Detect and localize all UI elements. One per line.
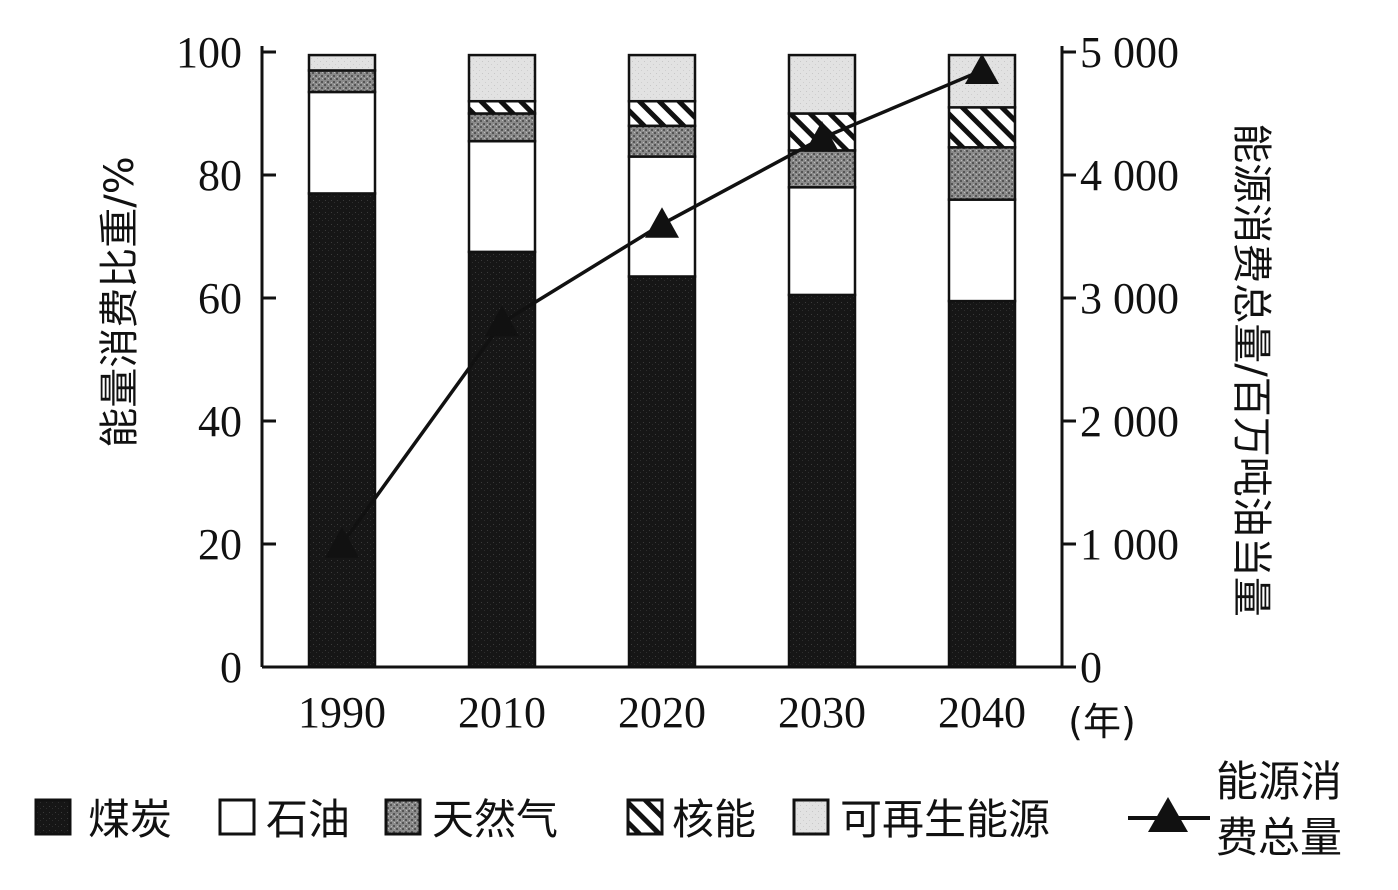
bar-segment-2040-3 bbox=[947, 106, 1017, 149]
bar-segment-2020-3 bbox=[627, 99, 697, 128]
bar-segment-2040-1 bbox=[947, 198, 1017, 303]
y-tick-label-80: 80 bbox=[198, 151, 242, 200]
x-tick-label-1990: 1990 bbox=[298, 688, 386, 737]
bar-segment-1990-2 bbox=[307, 69, 377, 94]
y2-tick-label-2: 2 000 bbox=[1080, 397, 1179, 446]
bar-segment-2010-2 bbox=[467, 112, 537, 143]
bar-segment-2010-1 bbox=[467, 139, 537, 254]
legend: 煤炭 石油 天然气 核能 可再生能源 能源消费总量 bbox=[34, 757, 1342, 862]
y2-axis-label: 能源消费总量/百万吨油当量 bbox=[1228, 123, 1274, 616]
legend-line-label-2: 费总量 bbox=[1216, 813, 1342, 862]
bar-segment-2030-1 bbox=[787, 186, 857, 297]
y-tick-label-20: 20 bbox=[198, 520, 242, 569]
bar-segment-1990-4 bbox=[307, 53, 377, 72]
x-tick-label-2030: 2030 bbox=[778, 688, 866, 737]
line-marker-2040 bbox=[965, 53, 999, 85]
bar-group-2030 bbox=[787, 53, 857, 669]
x-axis-unit: (年) bbox=[1068, 700, 1136, 744]
bar-group-2020 bbox=[627, 53, 697, 669]
y2-tick-label-4: 4 000 bbox=[1080, 151, 1179, 200]
x-tick-label-2010: 2010 bbox=[458, 688, 546, 737]
line-marker-1990 bbox=[325, 527, 359, 558]
legend-label-1: 石油 bbox=[266, 795, 350, 844]
bar-segment-2030-2 bbox=[787, 149, 857, 189]
bar-segment-2020-2 bbox=[627, 124, 697, 158]
legend-swatch-4 bbox=[792, 798, 830, 836]
legend-label-0: 煤炭 bbox=[88, 795, 172, 844]
line-marker-2020 bbox=[645, 207, 679, 238]
legend-swatch-0 bbox=[34, 798, 72, 836]
legend-label-2: 天然气 bbox=[432, 795, 558, 844]
line-marker-2010 bbox=[485, 305, 519, 337]
legend-label-3: 核能 bbox=[672, 795, 756, 844]
bar-group-1990 bbox=[307, 53, 377, 669]
x-tick-label-2020: 2020 bbox=[618, 688, 706, 737]
bar-segment-2020-0 bbox=[627, 275, 697, 669]
y-tick-label-0: 0 bbox=[220, 643, 242, 692]
bar-segment-1990-1 bbox=[307, 90, 377, 195]
y2-tick-label-5: 5 000 bbox=[1080, 28, 1179, 77]
plot-area bbox=[307, 53, 1017, 669]
x-tick-label-2040: 2040 bbox=[938, 688, 1026, 737]
bar-group-2010 bbox=[467, 53, 537, 669]
bar-segment-1990-0 bbox=[307, 192, 377, 669]
y2-tick-label-0: 0 bbox=[1080, 643, 1102, 692]
legend-swatch-1 bbox=[218, 798, 256, 836]
legend-swatch-2 bbox=[384, 798, 422, 836]
y-tick-label-40: 40 bbox=[198, 397, 242, 446]
bar-segment-2030-0 bbox=[787, 293, 857, 669]
legend-line-label-1: 能源消 bbox=[1216, 757, 1342, 806]
bar-segment-2010-4 bbox=[467, 53, 537, 103]
y-tick-label-100: 100 bbox=[176, 28, 242, 77]
legend-swatch-3 bbox=[626, 798, 664, 836]
legend-label-4: 可再生能源 bbox=[840, 795, 1050, 844]
y2-tick-label-3: 3 000 bbox=[1080, 274, 1179, 323]
bar-segment-2020-4 bbox=[627, 53, 697, 103]
line-marker-2030 bbox=[805, 121, 839, 152]
bar-segment-2030-4 bbox=[787, 53, 857, 115]
y2-tick-label-1: 1 000 bbox=[1080, 520, 1179, 569]
y-axis-label: 能量消费比重/% bbox=[97, 156, 143, 447]
bar-group-2040 bbox=[947, 53, 1017, 669]
bar-segment-2040-0 bbox=[947, 299, 1017, 669]
legend-line-marker bbox=[1148, 797, 1188, 832]
y-tick-label-60: 60 bbox=[198, 274, 242, 323]
bar-segment-2040-2 bbox=[947, 146, 1017, 201]
bar-segment-2010-3 bbox=[467, 99, 537, 115]
